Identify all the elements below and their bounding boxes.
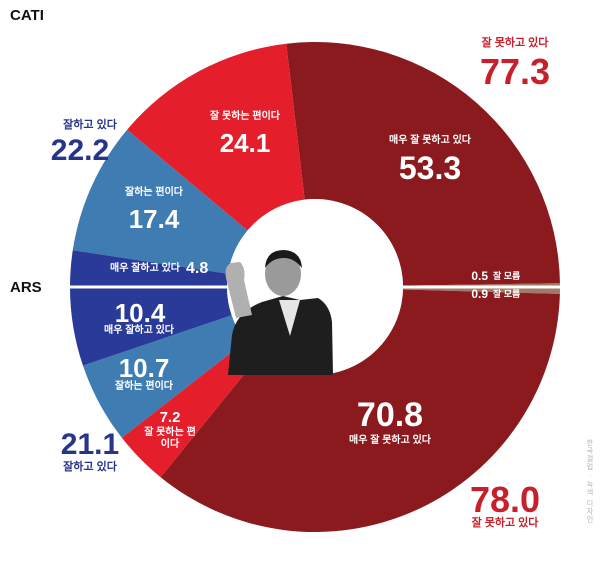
- ars-total-negative-label: 잘 못하고 있다: [471, 517, 539, 529]
- cati-slice-label-very-good: 매우 잘하고 있다: [110, 263, 180, 274]
- cati-slice-3: [72, 129, 248, 274]
- ars-slice-3: [82, 315, 246, 438]
- cati-slice-label-somewhat-bad: 잘 못하는 편이다: [210, 111, 280, 122]
- cati-slice-2: [127, 43, 305, 231]
- cati-slice-value-somewhat-good: 17.4: [128, 204, 180, 234]
- ars-slice-label-very-bad: 매우 잘 못하고 있다: [349, 435, 431, 446]
- ars-slice-1: [160, 289, 560, 532]
- ars-slice-label-somewhat-bad: 잘 못하는 편이다: [140, 427, 200, 450]
- cati-total-positive-label: 잘하고 있다: [63, 119, 117, 131]
- cati-slice-label-very-bad: 매우 잘 못하고 있다: [389, 135, 471, 146]
- cati-total-negative-label: 잘 못하고 있다: [481, 37, 549, 49]
- ars-total-positive-label: 잘하고 있다: [63, 461, 117, 473]
- ars-slice-label-very-good: 매우 잘하고 있다: [104, 325, 174, 336]
- cati-slice-value-very-good: 4.8: [186, 260, 209, 277]
- credit-text: 한국갤럽 · 녹색 디자인: [586, 438, 593, 523]
- ars-slice-value-somewhat-good: 10.7: [118, 353, 170, 383]
- ars-slice-2: [121, 341, 260, 478]
- ars-total-negative-value: 78.0: [469, 479, 541, 520]
- ars-slice-value-very-bad: 70.8: [356, 396, 424, 434]
- cati-slice-value-somewhat-bad: 24.1: [219, 128, 271, 158]
- cati-total-negative-value: 77.3: [479, 51, 551, 92]
- ars-slice-4: [70, 287, 232, 366]
- cati-slice-value-unknown: 0.5: [471, 269, 488, 283]
- ars-slice-0: [402, 287, 560, 294]
- ars-total-positive-value: 21.1: [60, 428, 120, 461]
- ars-slice-value-unknown: 0.9: [471, 287, 488, 301]
- method-label-ars: ARS: [10, 279, 42, 296]
- cati-total-positive-value: 22.2: [50, 134, 110, 167]
- cati-slice-4: [70, 250, 228, 287]
- ars-slice-value-somewhat-bad: 7.2: [159, 409, 181, 426]
- ars-slice-value-very-good: 10.4: [114, 298, 166, 328]
- center-portrait: [225, 199, 403, 375]
- cati-slice-label-somewhat-good: 잘하는 편이다: [125, 187, 183, 198]
- method-label-cati: CATI: [10, 7, 44, 24]
- ars-slice-label-unknown: 잘 모름: [493, 289, 521, 299]
- cati-slice-label-unknown: 잘 모름: [493, 271, 521, 281]
- cati-slice-value-very-bad: 53.3: [398, 150, 462, 186]
- ars-slice-label-somewhat-bad-text: 잘 못하는 편이다: [144, 427, 196, 450]
- ars-slice-label-somewhat-good: 잘하는 편이다: [115, 381, 173, 392]
- cati-slice-1: [286, 42, 560, 286]
